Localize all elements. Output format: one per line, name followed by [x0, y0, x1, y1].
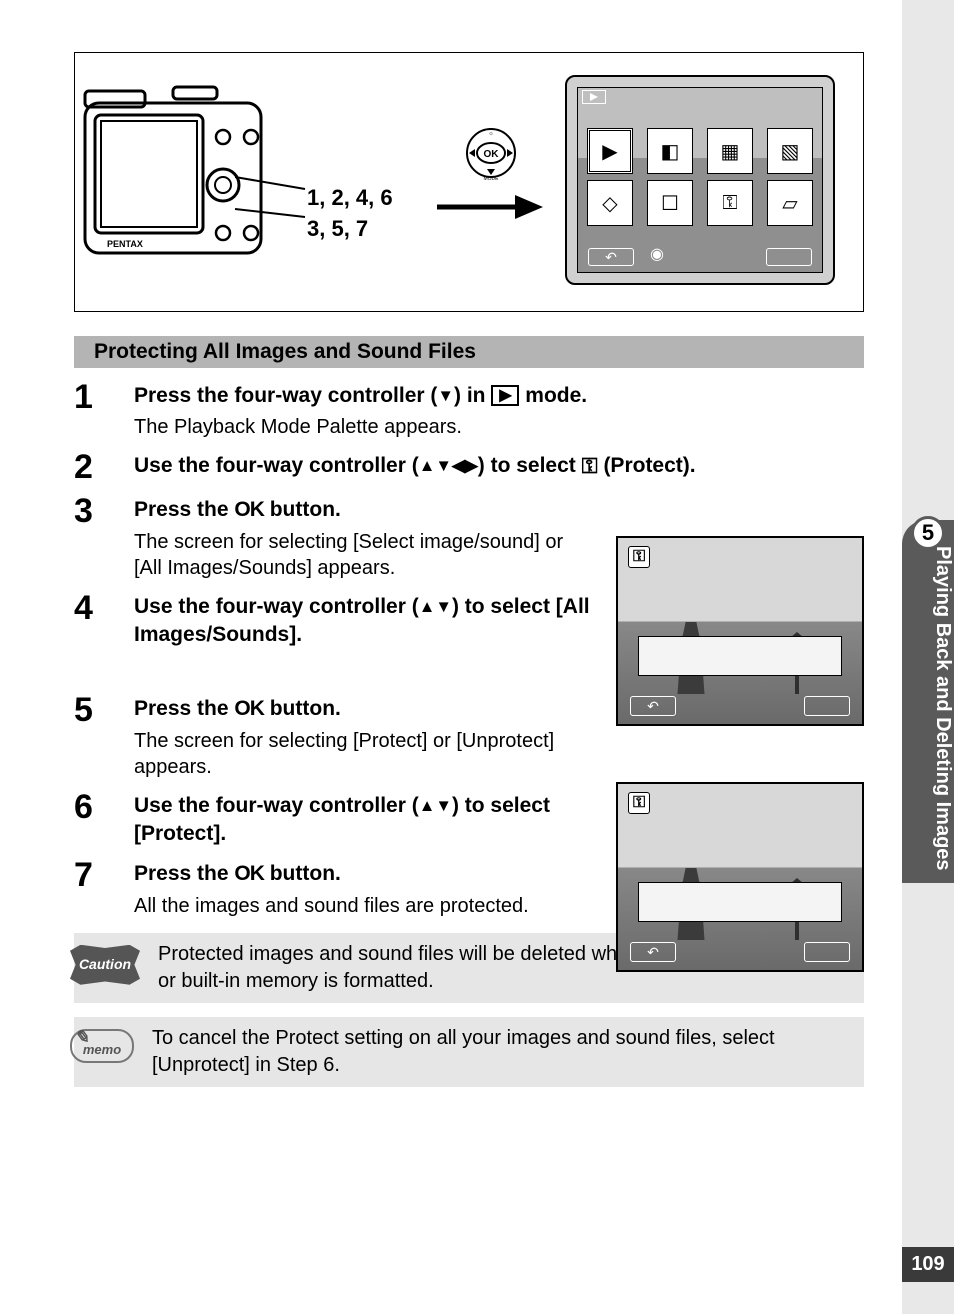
step-number: 7	[74, 858, 134, 918]
result-screenshot-2: ⚿ ↶	[616, 782, 864, 972]
ok-button-text: OK	[234, 697, 264, 720]
back-button-icon: ↶	[630, 696, 676, 716]
chapter-side-tab: 5 Playing Back and Deleting Images	[902, 520, 954, 883]
back-button-icon: ↶	[630, 942, 676, 962]
callout-lines	[235, 171, 315, 231]
step-desc: The screen for selecting [Protect] or [U…	[134, 728, 594, 780]
step-desc: The Playback Mode Palette appears.	[134, 414, 864, 440]
section-heading: Protecting All Images and Sound Files	[74, 336, 864, 368]
step-number: 3	[74, 494, 134, 580]
step-title: Press the four-way controller (▼) in ▶ m…	[134, 382, 864, 410]
step-desc: The screen for selecting [Select image/s…	[134, 529, 594, 581]
callout-label-1: 1, 2, 4, 6	[307, 183, 393, 214]
ok-button-icon	[804, 942, 850, 962]
lcd-back-icon: ↶	[588, 248, 634, 266]
step-number: 1	[74, 380, 134, 440]
arrow-icon	[435, 193, 545, 221]
palette-item: ▶	[587, 128, 633, 174]
svg-text:☼: ☼	[488, 131, 494, 137]
result-screenshot-1: ⚿ ↶	[616, 536, 864, 726]
callout-labels: 1, 2, 4, 6 3, 5, 7	[307, 183, 393, 245]
ok-button-text: OK	[234, 498, 264, 521]
chapter-number: 5	[911, 516, 945, 550]
top-diagram: PENTAX 1, 2, 4, 6 3, 5, 7 OK ☼ MODE	[74, 52, 864, 312]
protect-key-icon: ⚿	[628, 546, 650, 568]
ok-button-text: OK	[234, 862, 264, 885]
step-number: 5	[74, 693, 134, 779]
lcd-ok-icon	[766, 248, 812, 266]
brand-label: PENTAX	[107, 239, 143, 249]
caution-badge: Caution	[70, 945, 140, 985]
step-title: Use the four-way controller (▲▼) to sele…	[134, 792, 594, 849]
callout-label-2: 3, 5, 7	[307, 214, 393, 245]
step-number: 4	[74, 591, 134, 650]
svg-text:MODE: MODE	[484, 176, 500, 181]
chapter-title: Playing Back and Deleting Images	[932, 546, 954, 871]
memo-note: memo To cancel the Protect setting on al…	[74, 1017, 864, 1087]
step-title: Press the OK button.	[134, 496, 594, 524]
menu-selection-box	[638, 882, 842, 922]
palette-item: ◧	[647, 128, 693, 174]
lcd-rec-icon: ◉	[650, 244, 664, 264]
step-title: Press the OK button.	[134, 695, 594, 723]
palette-item: ▦	[707, 128, 753, 174]
palette-item: ⚿	[707, 180, 753, 226]
step-title: Use the four-way controller (▲▼◀▶) to se…	[134, 452, 864, 481]
palette-item: ▧	[767, 128, 813, 174]
memo-text: To cancel the Protect setting on all you…	[152, 1025, 850, 1079]
palette-item: ☐	[647, 180, 693, 226]
ok-dial-icon: OK ☼ MODE	[463, 125, 519, 181]
step-number: 2	[74, 450, 134, 484]
palette-item: ◇	[587, 180, 633, 226]
step-number: 6	[74, 790, 134, 849]
step-2: 2 Use the four-way controller (▲▼◀▶) to …	[74, 450, 864, 484]
ok-button-icon	[804, 696, 850, 716]
lcd-mode-icon	[582, 90, 606, 104]
protect-key-icon: ⚿	[628, 792, 650, 814]
lcd-preview: ▶ ◧ ▦ ▧ ◇ ☐ ⚿ ▱ ↶ ◉	[565, 75, 835, 285]
step-1: 1 Press the four-way controller (▼) in ▶…	[74, 380, 864, 440]
memo-badge: memo	[70, 1029, 134, 1063]
menu-selection-box	[638, 636, 842, 676]
step-title: Use the four-way controller (▲▼) to sele…	[134, 593, 594, 650]
protect-key-icon: ⚿	[582, 453, 598, 481]
svg-text:OK: OK	[484, 149, 500, 160]
page-content: PENTAX 1, 2, 4, 6 3, 5, 7 OK ☼ MODE	[74, 52, 864, 1087]
palette-item: ▱	[767, 180, 813, 226]
palette-grid: ▶ ◧ ▦ ▧ ◇ ☐ ⚿ ▱	[592, 128, 808, 226]
page-number: 109	[902, 1247, 954, 1282]
playback-mode-icon: ▶	[491, 385, 519, 406]
